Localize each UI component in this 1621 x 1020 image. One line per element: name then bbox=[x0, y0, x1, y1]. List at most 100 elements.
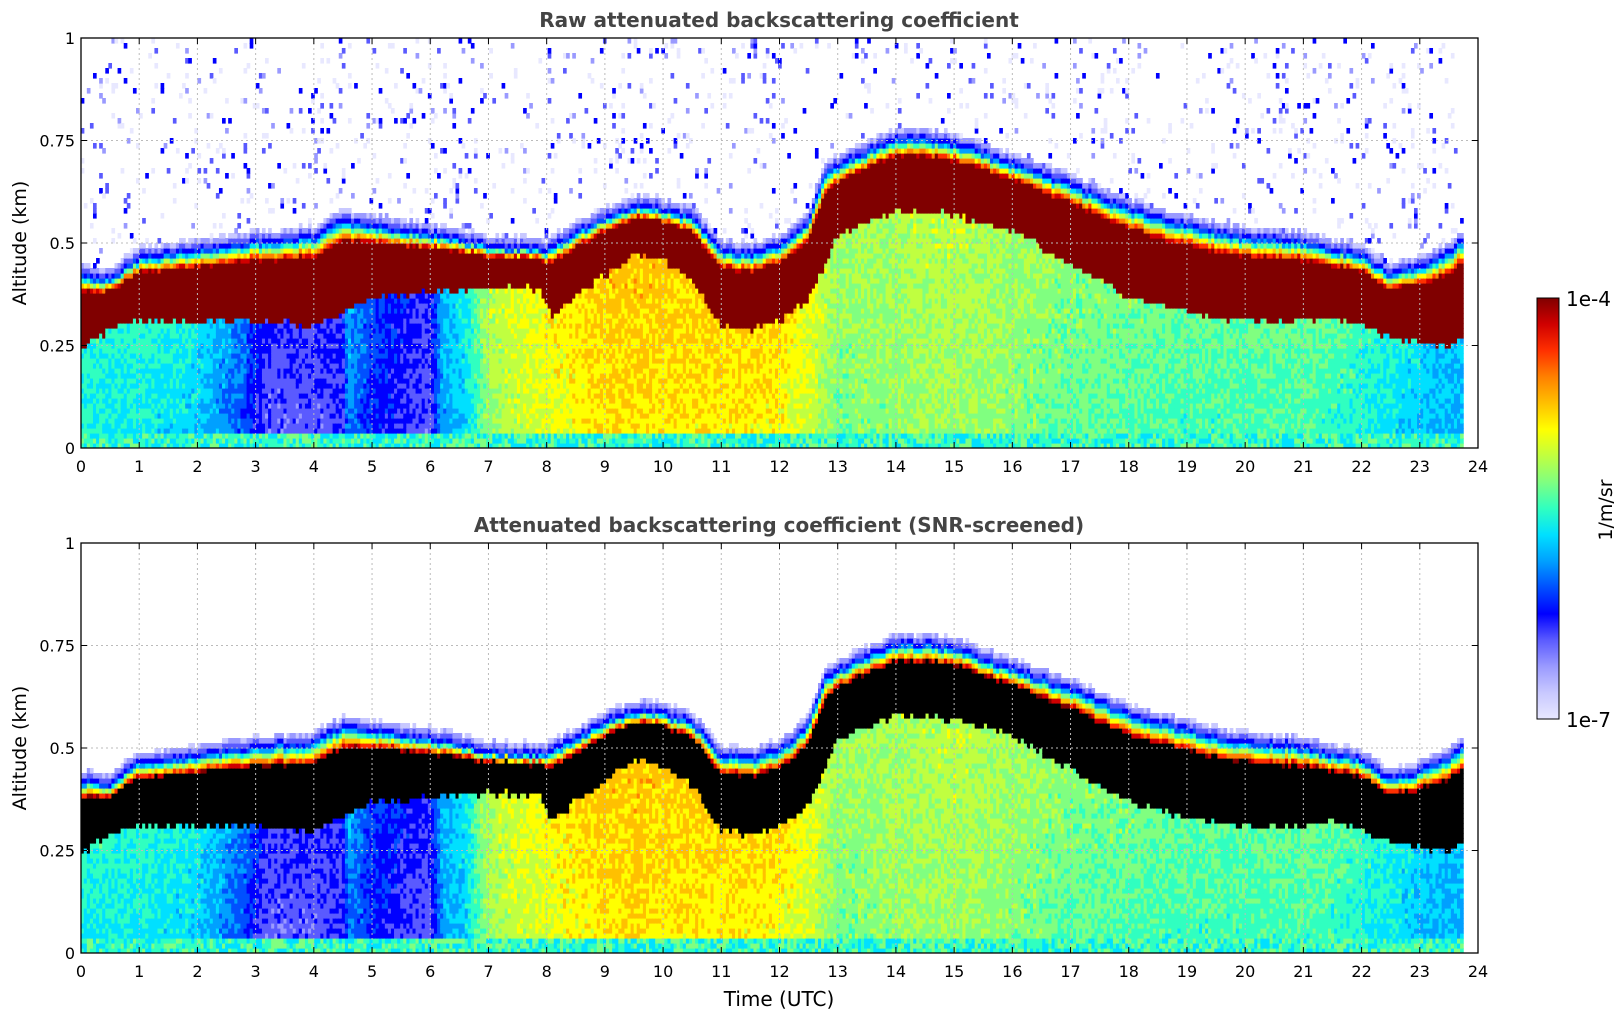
heatmap-cell bbox=[151, 38, 155, 44]
heatmap-cell bbox=[185, 178, 189, 184]
heatmap-cell bbox=[130, 233, 134, 239]
heatmap-cell bbox=[167, 73, 171, 79]
heatmap-cell bbox=[142, 243, 146, 249]
heatmap-cell bbox=[188, 163, 192, 169]
heatmap-cell bbox=[121, 38, 125, 44]
heatmap-cell bbox=[127, 203, 131, 209]
heatmap-cell bbox=[154, 48, 158, 54]
raw-backscatter-panel: Raw attenuated backscattering coefficien… bbox=[9, 8, 1488, 476]
heatmap-cell bbox=[133, 88, 137, 94]
heatmap-cell bbox=[173, 183, 177, 189]
heatmap-cell bbox=[197, 178, 201, 184]
heatmap-cell bbox=[188, 98, 192, 104]
heatmap-cell bbox=[158, 238, 162, 244]
heatmap-cell bbox=[197, 153, 201, 159]
heatmap-cell bbox=[96, 258, 100, 264]
heatmap-cell bbox=[90, 223, 94, 229]
heatmap-cell bbox=[130, 128, 134, 134]
heatmap-cell bbox=[127, 193, 131, 199]
heatmap-cell bbox=[207, 183, 211, 189]
heatmap-cell bbox=[93, 203, 97, 209]
heatmap-cell bbox=[167, 168, 171, 174]
heatmap-cell bbox=[99, 188, 103, 194]
heatmap-cell bbox=[124, 223, 128, 229]
heatmap-cell bbox=[99, 83, 103, 89]
heatmap-cell bbox=[93, 73, 97, 79]
heatmap-cell bbox=[99, 173, 103, 179]
heatmap-cell bbox=[99, 143, 103, 149]
heatmap-cell bbox=[102, 148, 106, 154]
heatmap-cell bbox=[124, 78, 128, 84]
heatmap-cell bbox=[99, 248, 103, 254]
heatmap-cell bbox=[161, 83, 165, 89]
heatmap-cell bbox=[108, 63, 112, 69]
heatmap-cell bbox=[213, 223, 217, 229]
heatmap-cell bbox=[154, 243, 158, 249]
heatmap-cell bbox=[161, 88, 165, 94]
heatmap-cell bbox=[182, 83, 186, 89]
heatmap-cell bbox=[118, 68, 122, 74]
heatmap-cell bbox=[105, 78, 109, 84]
heatmap-cell bbox=[93, 213, 97, 219]
heatmap-cell bbox=[105, 183, 109, 189]
heatmap-cell bbox=[185, 73, 189, 79]
heatmap-cell bbox=[207, 143, 211, 149]
heatmap-cell bbox=[161, 148, 165, 154]
heatmap-cell bbox=[114, 38, 118, 44]
heatmap-cell bbox=[118, 118, 122, 124]
heatmap-cell bbox=[111, 113, 115, 119]
heatmap-cell bbox=[173, 118, 177, 124]
heatmap-cell bbox=[111, 88, 115, 94]
heatmap-cell bbox=[87, 88, 91, 94]
heatmap-cell bbox=[145, 173, 149, 179]
heatmap-cell bbox=[151, 98, 155, 104]
heatmap-cell bbox=[210, 113, 214, 119]
heatmap-cell bbox=[204, 178, 208, 184]
heatmap-cell bbox=[185, 48, 189, 54]
heatmap-cell bbox=[151, 168, 155, 174]
heatmap-cell bbox=[197, 78, 201, 84]
heatmap-cell bbox=[121, 168, 125, 174]
heatmap-cell bbox=[111, 228, 115, 234]
heatmap-cell bbox=[179, 93, 183, 99]
heatmap-cell bbox=[213, 58, 217, 64]
heatmap-cell bbox=[204, 168, 208, 174]
heatmap-cell bbox=[87, 263, 91, 269]
heatmap-cell bbox=[93, 143, 97, 149]
heatmap-cell bbox=[102, 193, 106, 199]
heatmap-cell bbox=[124, 198, 128, 204]
heatmap-cell bbox=[90, 198, 94, 204]
heatmap-cell bbox=[102, 98, 106, 104]
heatmap-cell bbox=[154, 83, 158, 89]
heatmap-cell bbox=[148, 53, 152, 59]
heatmap-cell bbox=[161, 213, 165, 219]
heatmap-cell bbox=[124, 208, 128, 214]
heatmap-cell bbox=[204, 88, 208, 94]
heatmap-cell bbox=[142, 218, 146, 224]
heatmap-cell bbox=[191, 223, 195, 229]
heatmap-cell bbox=[185, 153, 189, 159]
heatmap-cell bbox=[213, 78, 217, 84]
heatmap-cell bbox=[197, 168, 201, 174]
heatmap-cell bbox=[99, 78, 103, 84]
heatmap-cell bbox=[105, 188, 109, 194]
heatmap-cell bbox=[191, 148, 195, 154]
heatmap-cell bbox=[93, 263, 97, 269]
heatmap-cell bbox=[176, 43, 180, 49]
heatmap-cell bbox=[176, 148, 180, 154]
heatmap-cell bbox=[114, 83, 118, 89]
heatmap-cell bbox=[188, 58, 192, 64]
heatmap-cell bbox=[210, 73, 214, 79]
panel-title: Raw attenuated backscattering coefficien… bbox=[539, 8, 1019, 32]
heatmap-cell bbox=[210, 233, 214, 239]
figure: Raw attenuated backscattering coefficien… bbox=[0, 0, 1621, 1020]
heatmap-cell bbox=[124, 43, 128, 49]
heatmap-cell bbox=[90, 123, 94, 129]
heatmap-cell bbox=[148, 243, 152, 249]
heatmap-cell bbox=[151, 108, 155, 114]
heatmap-cell bbox=[185, 168, 189, 174]
heatmap-cell bbox=[210, 158, 214, 164]
heatmap-cell bbox=[121, 123, 125, 129]
heatmap-cell bbox=[105, 68, 109, 74]
heatmap-cell bbox=[93, 208, 97, 214]
